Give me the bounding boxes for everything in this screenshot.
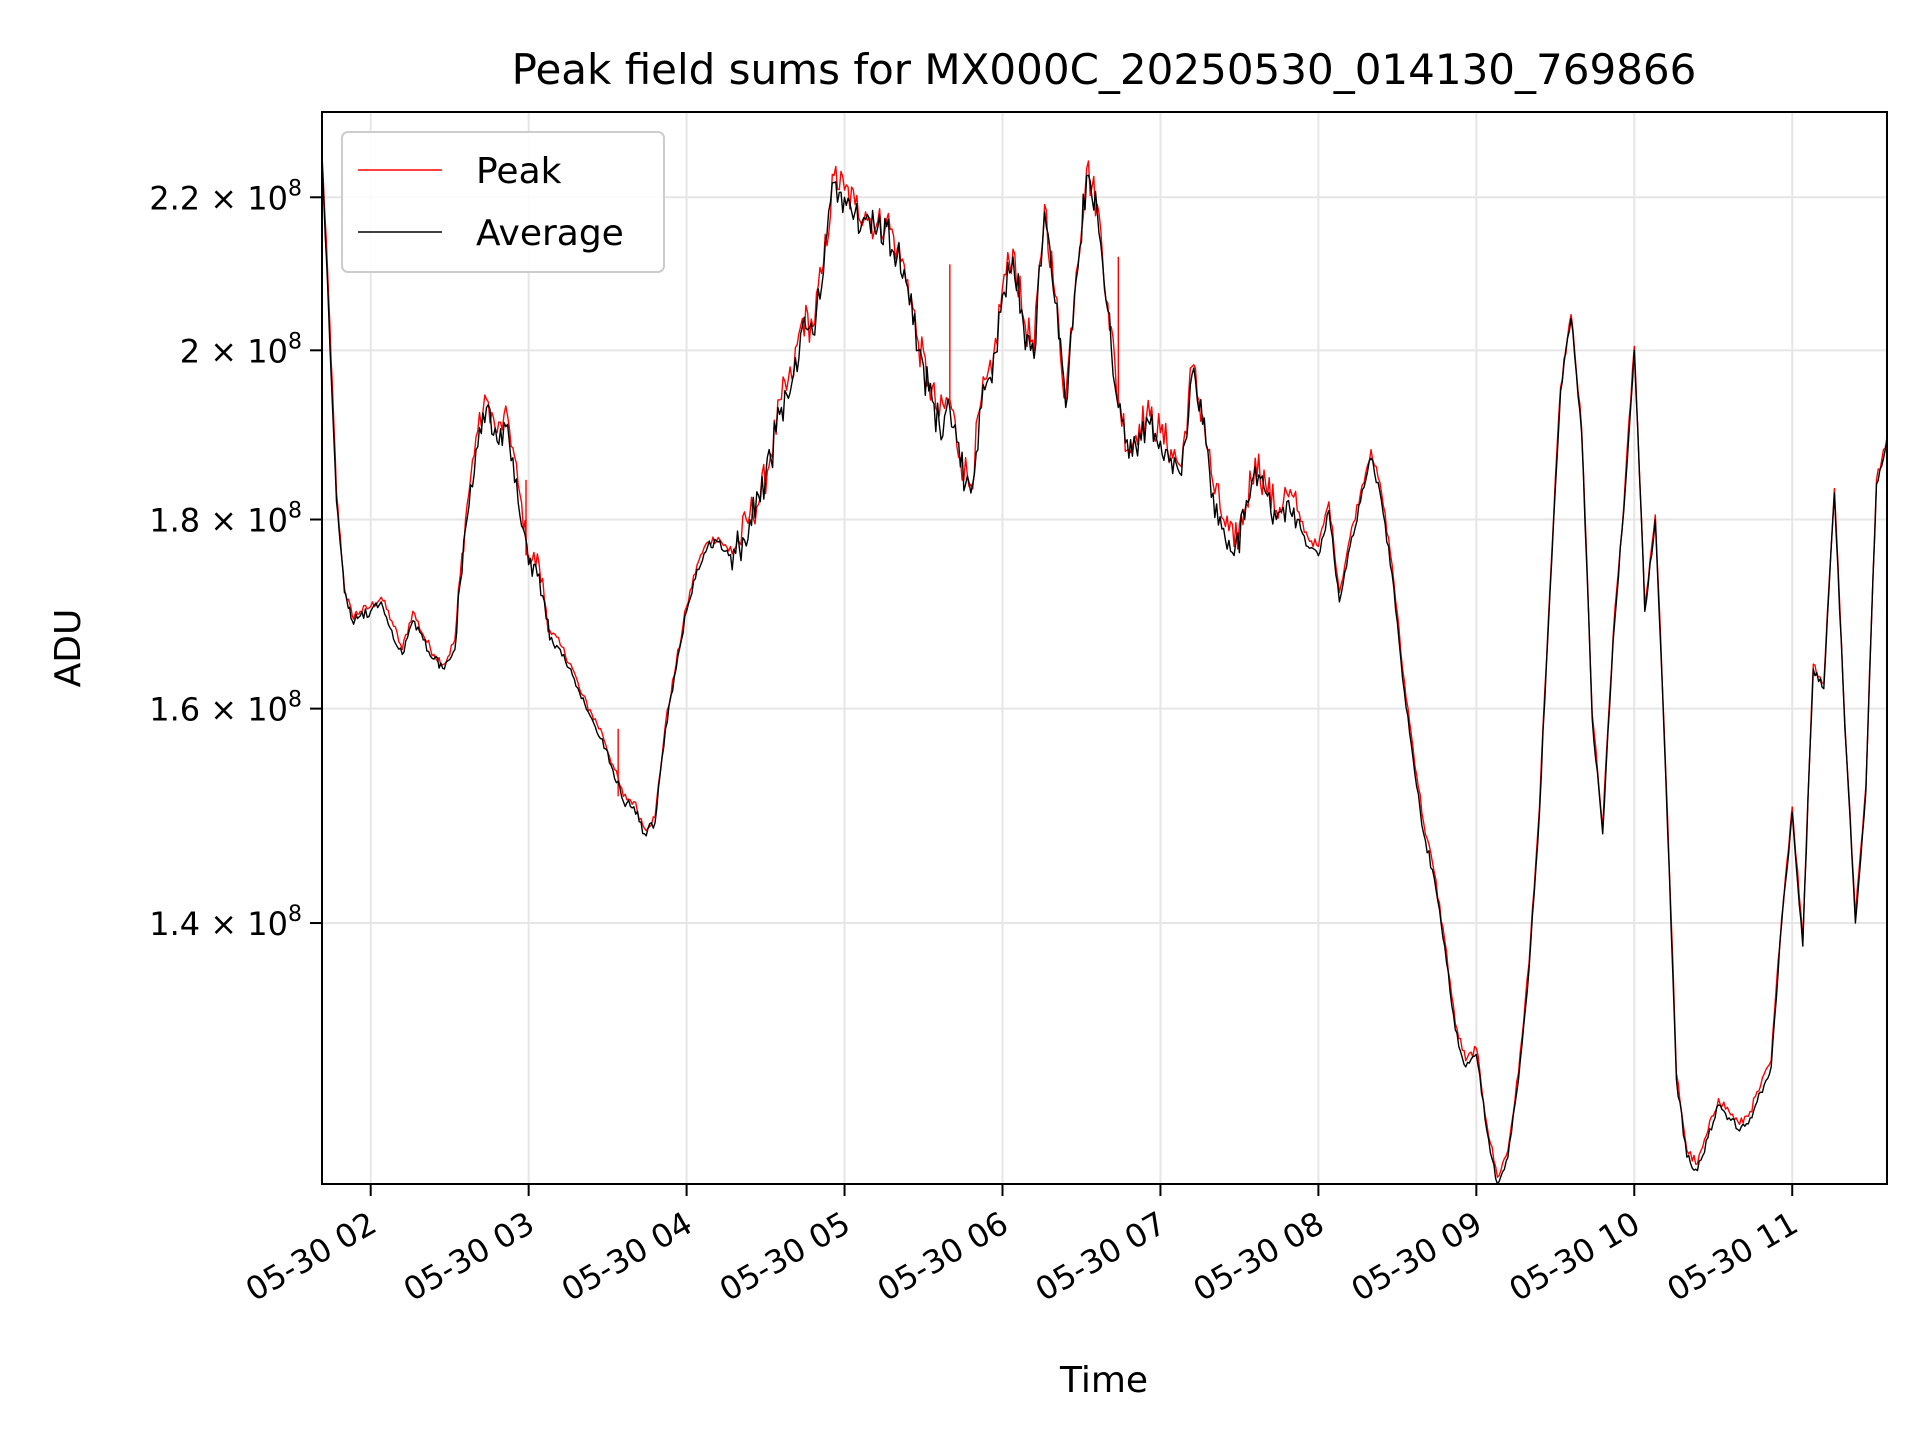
y-tick-label: 1.8 × 108 — [149, 499, 302, 540]
legend: Peak Average — [341, 131, 665, 273]
chart-title: Peak field sums for MX000C_20250530_0141… — [512, 45, 1697, 94]
y-tick-label: 1.4 × 108 — [149, 902, 302, 943]
legend-average-label: Average — [476, 213, 624, 254]
plot-frame — [321, 111, 1888, 1185]
y-tick-label: 2 × 108 — [180, 329, 302, 370]
grid — [322, 112, 1887, 1184]
y-tick-label: 2.2 × 108 — [149, 176, 302, 217]
y-axis: 1.4 × 108 1.6 × 108 1.8 × 108 2 × 108 2.2 × … — [149, 176, 322, 943]
series-line-average — [321, 161, 1888, 1185]
x-axis-label: Time — [1059, 1360, 1148, 1401]
plot-series — [321, 154, 1888, 1185]
legend-box — [341, 131, 665, 273]
y-tick-label: 1.6 × 108 — [149, 688, 302, 729]
y-axis-label: ADU — [48, 609, 89, 688]
legend-peak-label: Peak — [476, 151, 562, 192]
